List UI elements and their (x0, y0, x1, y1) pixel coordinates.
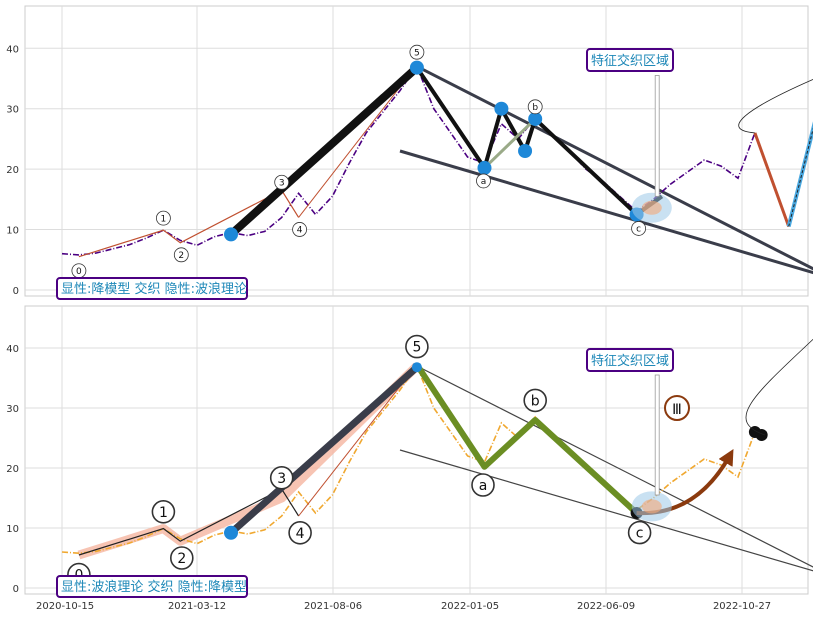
wave-label-circle (170, 546, 194, 570)
pivot-dot (494, 101, 509, 116)
pivot-dot (224, 227, 238, 242)
wave-label-circle (527, 99, 543, 115)
wave-label-circle (155, 210, 171, 226)
y-tick-label: 30 (6, 105, 19, 116)
label-box-text: 显性:波浪理论 交织 隐性:降模型 (61, 579, 247, 595)
wave-label-circle (405, 334, 429, 359)
wave-label-circle (173, 247, 189, 263)
y-tick-label: 40 (6, 344, 19, 355)
roman-label: Ⅲ (672, 402, 682, 418)
curve-annotation (745, 338, 813, 436)
wave-label-circle (288, 520, 312, 545)
pivot-dot (224, 525, 238, 540)
x-tick-label: 2022-10-27 (713, 601, 771, 612)
wave-label: 1 (161, 214, 167, 224)
thick-leg (227, 63, 421, 239)
channel-line (399, 449, 813, 572)
wave-label: 0 (76, 267, 82, 277)
channel-line (399, 149, 813, 275)
y-tick-label: 0 (13, 286, 19, 297)
roman-marker (664, 395, 690, 421)
x-tick-label: 2020-10-15 (36, 601, 94, 612)
highlight-core (641, 499, 662, 514)
wave-label: c (636, 225, 641, 235)
x-tick-label: 2022-06-09 (577, 601, 635, 612)
wave-label-circle (409, 44, 425, 60)
y-tick-label: 0 (13, 584, 19, 595)
impulse-thin-line (298, 364, 418, 517)
y-tick-label: 20 (6, 464, 19, 475)
y-tick-label: 40 (6, 44, 19, 55)
wave-label: 2 (178, 251, 184, 261)
highlight-core (641, 200, 662, 215)
projection-up (786, 121, 813, 228)
wave-label: b (531, 393, 540, 409)
wave-label: 5 (414, 48, 420, 58)
wave-label: 4 (297, 226, 303, 236)
wave-label-circle (631, 221, 646, 236)
curve-annotation (738, 79, 813, 134)
wave-label-circle (523, 388, 548, 413)
wave-label-circle (151, 499, 176, 524)
pivot-dot (477, 160, 492, 175)
y-tick-label: 30 (6, 404, 19, 415)
wave-label-circle (476, 173, 491, 189)
impulse-thin-line (78, 189, 300, 258)
wave-label: 2 (177, 551, 186, 567)
pointer-bar (654, 75, 660, 197)
pivot-dot (755, 429, 768, 441)
wave-label: a (479, 478, 488, 494)
projection-down (753, 132, 791, 228)
chart-panel-bottom: 0 10 20 30 40 2020-10-15 2021-03-12 2021-08-06 2… (6, 305, 813, 612)
y-tick-label: 20 (6, 165, 19, 176)
region-label-box (586, 348, 674, 372)
wave-path (414, 363, 639, 516)
region-label: 特征交织区域 (591, 353, 669, 369)
x-tick-label: 2021-08-06 (304, 601, 362, 612)
pivot-dot (528, 111, 543, 126)
wave-label-circle (292, 222, 308, 237)
channel-line (416, 365, 813, 568)
x-tick-label: 2022-01-05 (441, 601, 499, 612)
region-label-box (586, 48, 674, 72)
wave-label-circle (627, 520, 652, 545)
label-box-text: 显性:降模型 交织 隐性:波浪理论 (61, 281, 247, 297)
wave-label: 4 (296, 526, 305, 542)
pivot-dot (411, 362, 422, 373)
y-tick-label: 10 (6, 226, 19, 237)
pointer-bar (654, 374, 660, 496)
x-tick-label: 2021-03-12 (168, 601, 226, 612)
y-tick-label: 10 (6, 524, 19, 535)
wave-label-circle (471, 473, 495, 497)
wave-label: 3 (277, 471, 286, 487)
pivot-dot (518, 144, 533, 158)
corrective-line (483, 117, 537, 169)
channel-line (416, 65, 813, 271)
wave-label: 5 (412, 340, 421, 356)
wave-label: 1 (159, 505, 168, 521)
wave-label-circle (269, 465, 294, 490)
pivot-dot (409, 60, 424, 75)
wave-label: a (481, 177, 487, 187)
wave-label: 3 (279, 179, 285, 189)
wave-label: c (636, 526, 644, 542)
thick-leg (227, 363, 421, 537)
label-box (56, 575, 248, 598)
label-box (56, 277, 248, 300)
wave-label-circle (274, 174, 290, 190)
wave-label: b (532, 103, 538, 113)
impulse-thin-line (78, 488, 300, 556)
region-label: 特征交织区域 (591, 53, 669, 69)
